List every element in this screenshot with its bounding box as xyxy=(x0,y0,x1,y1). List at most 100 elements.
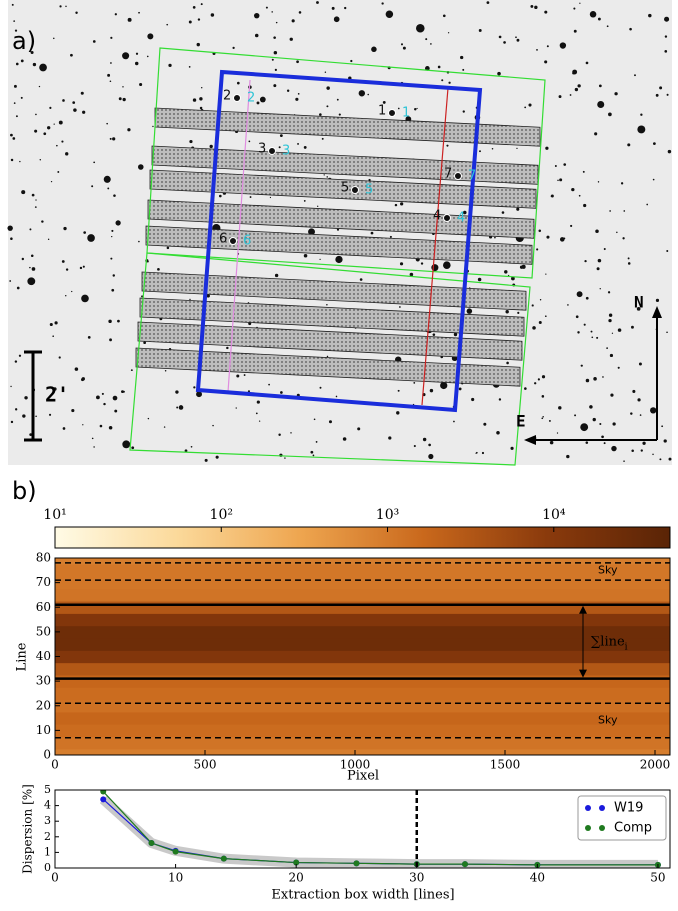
star xyxy=(303,146,307,149)
star xyxy=(255,412,258,415)
star xyxy=(666,249,669,252)
star xyxy=(134,61,139,66)
target-label: 6 xyxy=(243,234,251,249)
star xyxy=(27,277,36,286)
star xyxy=(258,420,261,422)
star xyxy=(385,10,394,18)
star xyxy=(147,33,154,40)
north-label: N xyxy=(634,293,644,312)
star xyxy=(563,163,567,166)
star xyxy=(546,235,550,239)
arrow-head xyxy=(579,669,587,678)
data-point xyxy=(172,848,179,855)
star xyxy=(75,11,78,14)
star xyxy=(333,16,340,23)
star xyxy=(50,180,53,183)
star xyxy=(196,42,200,47)
star xyxy=(462,110,465,113)
star xyxy=(638,362,642,366)
data-point xyxy=(293,859,300,866)
target-label: 5 xyxy=(365,183,373,198)
star xyxy=(559,42,567,49)
star xyxy=(10,420,14,424)
star xyxy=(397,389,400,392)
star xyxy=(585,61,589,65)
star xyxy=(113,194,116,197)
star xyxy=(137,164,144,170)
star xyxy=(278,146,281,149)
arrow-head xyxy=(652,306,662,318)
star xyxy=(30,254,34,257)
star xyxy=(184,449,188,453)
x-tick-label: 500 xyxy=(194,758,217,772)
star xyxy=(446,144,449,147)
star xyxy=(35,199,37,201)
y-tick-label: 1 xyxy=(44,845,51,858)
star xyxy=(29,228,32,231)
star xyxy=(82,265,85,268)
star xyxy=(20,59,24,63)
star xyxy=(639,414,642,416)
arrow-head xyxy=(524,435,536,445)
star xyxy=(603,248,606,251)
star xyxy=(146,55,149,58)
star xyxy=(541,375,546,379)
star xyxy=(7,225,13,231)
star xyxy=(440,381,448,390)
star xyxy=(491,147,494,150)
star xyxy=(143,341,146,345)
star xyxy=(32,62,37,67)
x-tick-label: 20 xyxy=(289,871,304,885)
star xyxy=(443,261,451,269)
star xyxy=(622,237,625,240)
star xyxy=(382,101,386,104)
star xyxy=(34,206,37,208)
star xyxy=(648,13,652,18)
star xyxy=(608,318,612,323)
star xyxy=(428,443,431,447)
star xyxy=(617,328,622,332)
star xyxy=(358,90,366,97)
star xyxy=(409,272,414,277)
x-tick-label: 30 xyxy=(409,871,424,885)
field-box xyxy=(129,252,531,466)
star xyxy=(394,203,398,207)
star xyxy=(319,258,321,260)
star xyxy=(466,308,473,314)
star xyxy=(65,294,67,297)
star xyxy=(611,445,617,452)
star xyxy=(650,407,657,414)
star xyxy=(532,326,536,330)
star xyxy=(21,257,25,261)
x-axis-label: Extraction box width [lines] xyxy=(271,888,454,903)
star xyxy=(573,7,576,10)
star xyxy=(110,257,113,260)
star xyxy=(574,87,579,92)
star xyxy=(71,408,75,413)
star xyxy=(188,20,192,24)
star xyxy=(199,106,203,110)
star xyxy=(441,79,444,82)
star xyxy=(659,86,663,90)
star xyxy=(608,313,613,317)
star xyxy=(498,398,502,401)
star xyxy=(58,356,61,359)
target xyxy=(229,237,237,245)
star xyxy=(611,332,614,334)
y-tick-label: 40 xyxy=(36,649,51,663)
star xyxy=(448,81,451,84)
star xyxy=(212,424,214,427)
star xyxy=(566,454,570,459)
heatmap-band xyxy=(55,687,670,701)
star xyxy=(447,32,450,34)
star xyxy=(544,60,548,64)
data-point xyxy=(353,860,360,867)
star xyxy=(14,29,18,32)
star xyxy=(326,176,328,178)
star xyxy=(453,420,455,423)
star xyxy=(61,260,65,263)
star xyxy=(190,445,193,448)
star xyxy=(534,382,537,385)
star xyxy=(642,441,646,445)
